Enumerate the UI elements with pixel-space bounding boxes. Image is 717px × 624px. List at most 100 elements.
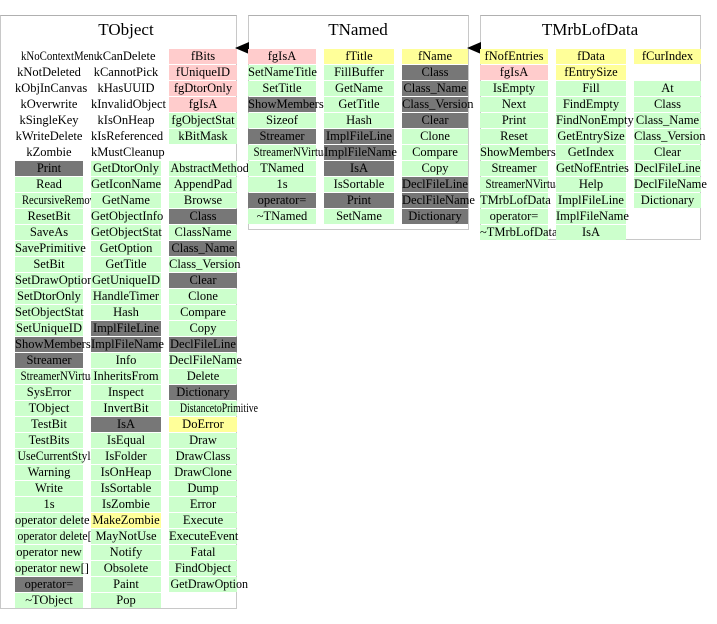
member-tobject-dump: Dump	[169, 481, 237, 496]
member-label: Dump	[187, 481, 219, 495]
member-tobject-getobjectinfo: GetObjectInfo	[91, 209, 163, 224]
member-label: Hash	[113, 305, 139, 319]
member-tobject-drawclone: DrawClone	[169, 465, 237, 480]
member-tnamed-compare: Compare	[402, 145, 468, 160]
member-label: ImplFileName	[324, 145, 397, 159]
member-tnamed-streamer: Streamer	[248, 129, 316, 144]
member-label: FindNonEmpty	[556, 113, 634, 127]
member-tobject-compare: Compare	[169, 305, 237, 320]
member-label: GetName	[102, 193, 150, 207]
member-label: Help	[578, 177, 604, 191]
member-tobject-operator-new: operator new[]	[15, 561, 89, 576]
member-label: ShowMembers	[480, 145, 556, 159]
member-tobject-hash: Hash	[91, 305, 161, 320]
member-tobject-implfileline: ImplFileLine	[91, 321, 161, 336]
member-label: Sizeof	[266, 113, 298, 127]
member-label: MayNotUse	[95, 529, 157, 543]
member-label: operator new	[16, 545, 82, 559]
member-tnamed-tnamed: ~TNamed	[248, 209, 316, 224]
member-tobject-print: Print	[15, 161, 83, 176]
member-label: StreamerNVirtual	[253, 145, 332, 159]
member-tobject-knocontextmenu: kNoContextMenu	[15, 49, 99, 64]
member-label: ImplFileLine	[558, 193, 624, 207]
member-label: IsEqual	[106, 433, 146, 447]
member-tmrblofdata-fdata: fData	[556, 49, 626, 64]
member-label: Pop	[116, 593, 136, 607]
member-label: ImplFileName	[556, 209, 629, 223]
member-label: ClassName	[174, 225, 232, 239]
class-title-tnamed: TNamed	[328, 20, 388, 39]
member-tmrblofdata-class-name: Class_Name	[634, 113, 701, 128]
member-tmrblofdata-isempty: IsEmpty	[480, 81, 548, 96]
member-tmrblofdata-streamer: Streamer	[480, 161, 548, 176]
member-label: Copy	[189, 321, 217, 335]
member-label: kIsOnHeap	[97, 113, 155, 127]
member-tobject-showmembers: ShowMembers	[15, 337, 91, 352]
member-label: fgIsA	[188, 97, 218, 111]
member-tobject-draw: Draw	[169, 433, 237, 448]
member-tobject-gettitle: GetTitle	[91, 257, 161, 272]
member-tmrblofdata-clear: Clear	[634, 145, 701, 160]
member-tobject-setdtoronly: SetDtorOnly	[15, 289, 83, 304]
member-tobject-getobjectstat: GetObjectStat	[91, 225, 162, 240]
member-tobject-kwritedelete: kWriteDelete	[15, 129, 83, 144]
member-label: SetDrawOption	[15, 273, 94, 287]
member-label: DeclFileLine	[634, 161, 701, 175]
member-tobject-fgobjectstat: fgObjectStat	[169, 113, 237, 128]
member-label: Delete	[186, 369, 220, 383]
member-tobject-isfolder: IsFolder	[91, 449, 161, 464]
member-label: DeclFileName	[169, 353, 242, 367]
member-tobject-dictionary: Dictionary	[169, 385, 237, 400]
member-label: IsA	[349, 161, 369, 175]
member-tnamed-isa: IsA	[324, 161, 394, 176]
member-tnamed-implfileline: ImplFileLine	[324, 129, 394, 144]
member-tobject-execute: Execute	[169, 513, 237, 528]
member-label: ~TObject	[25, 593, 73, 607]
member-label: fgIsA	[267, 49, 297, 63]
member-label: GetIconName	[91, 177, 162, 191]
member-tobject-clone: Clone	[169, 289, 237, 304]
member-tnamed-hash: Hash	[324, 113, 394, 128]
class-title-tobject: TObject	[98, 20, 154, 39]
member-tnamed-declfilename: DeclFileName	[402, 193, 475, 208]
member-tnamed-clear: Clear	[402, 113, 468, 128]
member-tobject-operator-new: operator new	[15, 545, 83, 560]
member-tobject-class: Class	[169, 209, 237, 224]
member-label: Draw	[189, 433, 217, 447]
member-tobject-delete: Delete	[169, 369, 237, 384]
member-label: Streamer	[26, 353, 72, 367]
member-tobject-syserror: SysError	[15, 385, 83, 400]
member-tobject-1s: 1s	[15, 497, 83, 512]
member-tobject-drawclass: DrawClass	[169, 449, 237, 464]
member-tobject-invertbit: InvertBit	[91, 401, 161, 416]
member-tobject-getdrawoption: GetDrawOption	[169, 577, 248, 592]
member-label: kCannotPick	[93, 65, 159, 79]
member-tmrblofdata-dictionary: Dictionary	[634, 193, 701, 208]
member-label: DrawClone	[174, 465, 232, 479]
member-label: Class	[653, 97, 682, 111]
member-tobject-setuniqueid: SetUniqueID	[15, 321, 83, 336]
member-label: GetTitle	[105, 257, 147, 271]
member-tnamed-showmembers: ShowMembers	[248, 97, 324, 112]
member-tobject-copy: Copy	[169, 321, 237, 336]
member-tnamed-operator: operator=	[248, 193, 316, 208]
member-label: Browse	[183, 193, 223, 207]
member-tobject-kmustcleanup: kMustCleanup	[91, 145, 165, 160]
member-label: Fill	[582, 81, 600, 95]
member-tmrblofdata-operator: operator=	[480, 209, 548, 224]
member-label: Read	[36, 177, 62, 191]
member-tobject-fgisa: fgIsA	[169, 97, 237, 112]
member-label: SetUniqueID	[16, 321, 82, 335]
member-tobject-inheritsfrom: InheritsFrom	[91, 369, 161, 384]
member-tobject-implfilename: ImplFileName	[91, 337, 164, 352]
member-tobject-handletimer: HandleTimer	[91, 289, 161, 304]
member-label: kHasUUID	[97, 81, 155, 95]
member-tnamed-settitle: SetTitle	[248, 81, 316, 96]
member-label: Class	[189, 209, 217, 223]
member-tobject-browse: Browse	[169, 193, 237, 208]
member-tnamed-dictionary: Dictionary	[402, 209, 468, 224]
member-label: GetDrawOption	[170, 577, 249, 591]
member-label: kWriteDelete	[15, 129, 83, 143]
member-label: Clear	[421, 113, 449, 127]
member-label: GetName	[335, 81, 383, 95]
